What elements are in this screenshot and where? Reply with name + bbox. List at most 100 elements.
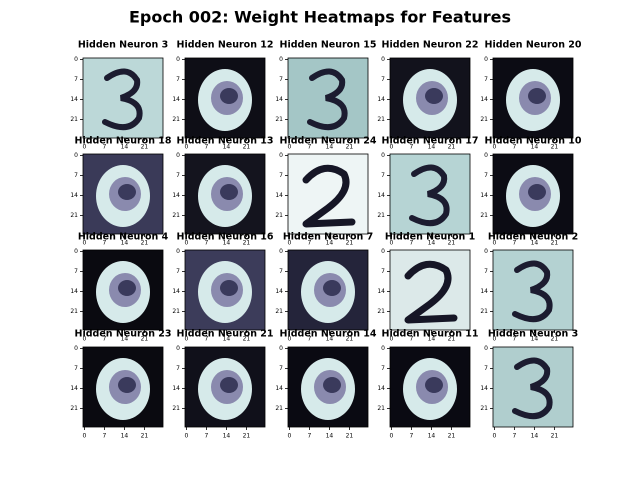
x-tick-label: 21 (551, 433, 559, 440)
x-tick-label: 21 (243, 336, 251, 343)
y-tick-label: 21 (275, 116, 283, 123)
axes-frame (389, 346, 471, 428)
ring-inner (220, 88, 238, 104)
y-tick-label: 7 (279, 172, 283, 179)
x-tick-label: 0 (288, 433, 292, 440)
ring-inner (528, 88, 546, 104)
y-tick-label: 7 (484, 76, 488, 83)
ring-inner (425, 88, 443, 104)
y-tick-label: 0 (74, 248, 78, 255)
y-tick-label: 14 (275, 385, 283, 392)
heatmap (83, 347, 163, 427)
ring-inner (118, 184, 136, 200)
x-tick-label: 14 (121, 433, 129, 440)
axes-frame (389, 249, 471, 331)
x-tick-label: 0 (390, 336, 394, 343)
y-tick-label: 14 (172, 385, 180, 392)
ring-inner (220, 184, 238, 200)
x-tick-label: 14 (428, 144, 436, 151)
y-tick-label: 7 (484, 268, 488, 275)
x-tick-label: 21 (243, 433, 251, 440)
y-tick-label: 14 (70, 96, 78, 103)
y-tick-label: 21 (275, 308, 283, 315)
heatmap (185, 154, 265, 234)
y-tick-label: 21 (480, 212, 488, 219)
heatmap (390, 154, 470, 234)
axes-frame (184, 346, 266, 428)
panel-title: Hidden Neuron 23 (75, 329, 172, 340)
x-tick-label: 7 (513, 433, 517, 440)
panel-title: Hidden Neuron 14 (280, 329, 377, 340)
x-tick-label: 21 (551, 336, 559, 343)
ring-inner (118, 377, 136, 393)
panel-title: Hidden Neuron 2 (488, 232, 578, 243)
y-tick-label: 14 (70, 192, 78, 199)
y-tick-label: 7 (74, 172, 78, 179)
y-tick-label: 14 (480, 192, 488, 199)
panel-title: Hidden Neuron 4 (78, 232, 169, 243)
panel-title: Hidden Neuron 13 (177, 136, 274, 147)
y-tick-label: 14 (70, 288, 78, 295)
x-tick-label: 7 (410, 336, 414, 343)
y-tick-label: 7 (74, 76, 78, 83)
y-tick-label: 21 (70, 116, 78, 123)
digit-stroke (302, 164, 356, 228)
x-tick-label: 14 (121, 336, 129, 343)
x-tick-label: 0 (185, 144, 189, 151)
y-tick-label: 7 (279, 365, 283, 372)
x-tick-label: 0 (185, 336, 189, 343)
y-tick-label: 0 (176, 248, 180, 255)
y-tick-label: 21 (377, 116, 385, 123)
y-tick-label: 21 (70, 308, 78, 315)
y-tick-label: 14 (275, 192, 283, 199)
y-tick-label: 7 (484, 365, 488, 372)
y-tick-label: 0 (484, 248, 488, 255)
y-tick-label: 0 (279, 345, 283, 352)
x-tick-label: 21 (346, 433, 354, 440)
ring-inner (425, 377, 443, 393)
axes-frame (82, 57, 164, 139)
x-tick-label: 21 (448, 240, 456, 247)
heatmap (83, 154, 163, 234)
y-tick-label: 7 (176, 172, 180, 179)
panel-title: Hidden Neuron 24 (280, 136, 377, 147)
x-tick-label: 21 (346, 144, 354, 151)
y-tick-label: 0 (279, 248, 283, 255)
panel-title: Hidden Neuron 17 (382, 136, 479, 147)
axes-frame (184, 57, 266, 139)
axes-frame (492, 57, 574, 139)
panel: 0 7 14 21 0 7 14 21 Hidden Neuron 22 (377, 40, 478, 151)
y-tick-label: 0 (381, 248, 385, 255)
y-tick-label: 0 (279, 56, 283, 63)
axes-frame (389, 57, 471, 139)
axes-frame (184, 153, 266, 235)
y-tick-label: 14 (480, 96, 488, 103)
y-tick-label: 0 (176, 345, 180, 352)
axes-frame (287, 153, 369, 235)
y-tick-label: 14 (480, 288, 488, 295)
y-tick-label: 0 (484, 345, 488, 352)
x-tick-label: 0 (185, 433, 189, 440)
y-tick-label: 7 (484, 172, 488, 179)
x-tick-label: 14 (223, 433, 231, 440)
panel-title: Hidden Neuron 21 (177, 329, 274, 340)
panel-title: Hidden Neuron 3 (488, 329, 578, 340)
x-tick-label: 14 (121, 240, 129, 247)
x-tick-label: 21 (551, 240, 559, 247)
heatmap (288, 347, 368, 427)
x-tick-label: 14 (326, 144, 334, 151)
x-tick-label: 7 (513, 240, 517, 247)
y-tick-label: 14 (377, 192, 385, 199)
x-tick-label: 14 (326, 433, 334, 440)
x-tick-label: 7 (103, 240, 107, 247)
panel: 0 7 14 21 0 7 14 21 Hidden Neuron 15 (275, 40, 376, 151)
x-tick-label: 21 (243, 144, 251, 151)
x-tick-label: 14 (428, 433, 436, 440)
x-tick-label: 14 (531, 336, 539, 343)
y-tick-label: 0 (381, 345, 385, 352)
y-tick-label: 7 (74, 268, 78, 275)
